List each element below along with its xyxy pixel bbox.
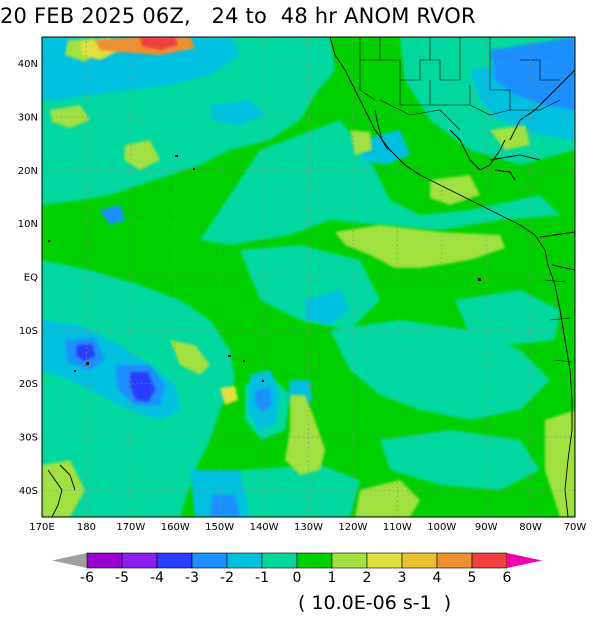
colorbar-box xyxy=(86,552,123,569)
lon-label: 100W xyxy=(427,522,456,533)
colorbar-tick-label: -3 xyxy=(185,570,199,585)
colorbar-box xyxy=(296,552,333,569)
colorbar-box xyxy=(226,552,263,569)
colorbar-over-arrow xyxy=(507,553,542,568)
latitude-labels: 40N 30N 20N 10N EQ 10S 20S 30S 40S xyxy=(18,59,38,497)
positive-moderate-regions xyxy=(42,38,575,517)
colorbar-box xyxy=(436,552,473,569)
longitude-labels: 170E 180 170W 160W 150W 140W 130W 120W 110W 100W 9… xyxy=(29,522,586,533)
units-label: ( 10.0E-06 s-1 ) xyxy=(298,592,452,614)
colorbar-tick-label: -2 xyxy=(220,570,234,585)
political-borders xyxy=(359,37,573,363)
colorbar-box xyxy=(401,552,438,569)
colorbar-box xyxy=(191,552,228,569)
negative-peak-regions xyxy=(76,344,155,402)
colorbar-tick-label: 2 xyxy=(363,570,372,585)
colorbar-box xyxy=(366,552,403,569)
colorbar-tick-label: 4 xyxy=(433,570,442,585)
lon-label: 110W xyxy=(383,522,412,533)
colorbar-tick-label: -6 xyxy=(80,570,94,585)
colorbar-boxes xyxy=(52,552,542,569)
lat-label: 40S xyxy=(19,486,38,497)
islands xyxy=(48,155,481,382)
colorbar-tick-label: 1 xyxy=(328,570,337,585)
colorbar-tick-label: -5 xyxy=(115,570,129,585)
lat-label: 30S xyxy=(19,433,38,444)
map-title: 20 FEB 2025 06Z, 24 to 48 hr ANOM RVOR xyxy=(0,4,476,28)
vorticity-anomaly-map: 40N 30N 20N 10N EQ 10S 20S 30S 40S 170E 180 170W 16… xyxy=(18,36,586,533)
colorbar-box xyxy=(121,552,158,569)
lon-label: 90W xyxy=(475,522,498,533)
colorbar: -6 -5 -4 -3 -2 -1 0 1 2 3 4 5 6 xyxy=(52,552,542,585)
lat-label: EQ xyxy=(24,273,38,284)
colorbar-box xyxy=(331,552,368,569)
lon-label: 160W xyxy=(161,522,190,533)
lat-label: 20S xyxy=(19,379,38,390)
lon-label: 130W xyxy=(294,522,323,533)
positive-max-region xyxy=(140,37,178,50)
lon-label: 170W xyxy=(116,522,145,533)
colorbar-under-arrow xyxy=(52,553,87,568)
colorbar-tick-label: 5 xyxy=(468,570,477,585)
lon-label: 80W xyxy=(519,522,542,533)
map-frame xyxy=(41,36,576,518)
colorbar-tick-label: 0 xyxy=(293,570,302,585)
lon-label: 120W xyxy=(338,522,367,533)
colorbar-tick-label: -4 xyxy=(150,570,164,585)
lat-label: 10N xyxy=(18,219,38,230)
lat-label: 30N xyxy=(18,113,38,124)
lon-label: 140W xyxy=(250,522,279,533)
colorbar-tick-label: 6 xyxy=(503,570,512,585)
colorbar-box xyxy=(156,552,193,569)
gridlines xyxy=(42,37,575,517)
lon-label: 150W xyxy=(205,522,234,533)
colorbar-tick-labels: -6 -5 -4 -3 -2 -1 0 1 2 3 4 5 6 xyxy=(80,570,512,585)
colorbar-box xyxy=(471,552,508,569)
lon-label: 70W xyxy=(564,522,587,533)
lat-label: 40N xyxy=(18,59,38,70)
lon-label: 180 xyxy=(77,522,96,533)
colorbar-tick-label: -1 xyxy=(255,570,269,585)
lat-label: 20N xyxy=(18,166,38,177)
colorbar-box xyxy=(261,552,298,569)
colorbar-tick-label: 3 xyxy=(398,570,407,585)
lat-label: 10S xyxy=(19,326,38,337)
lon-label: 170E xyxy=(29,522,54,533)
